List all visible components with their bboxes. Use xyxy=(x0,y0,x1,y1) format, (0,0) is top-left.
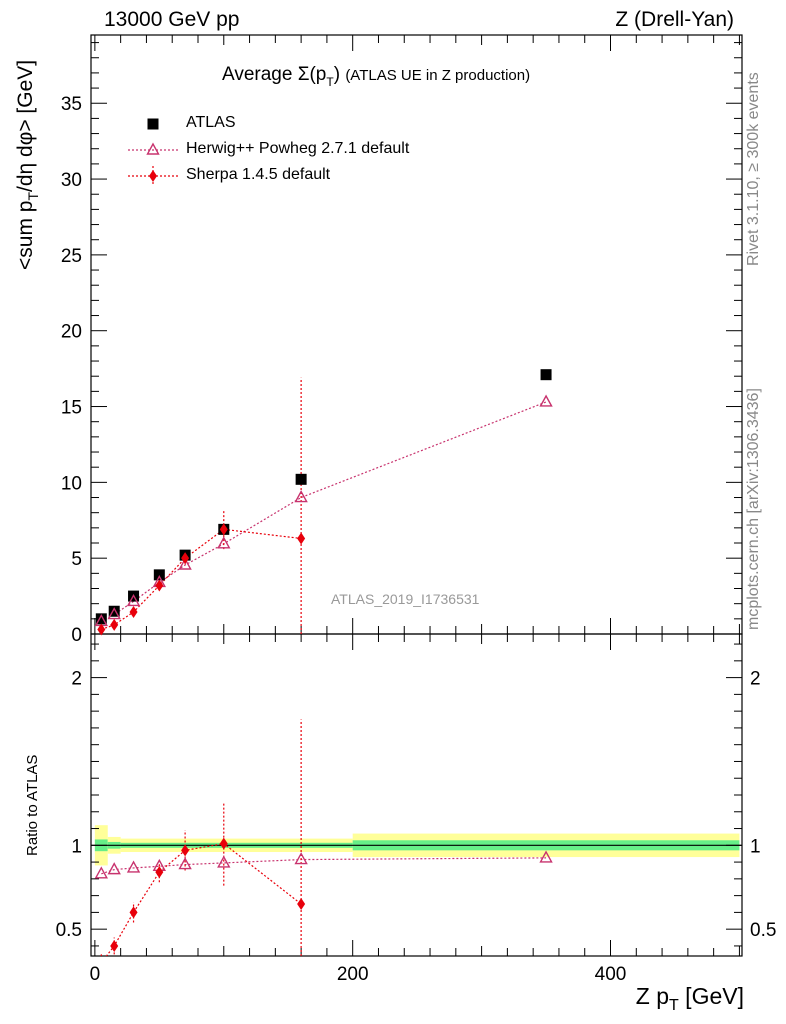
ratio-herwig-point xyxy=(178,857,192,870)
ratio-herwig-line xyxy=(101,857,547,875)
legend-atlas-label: ATLAS xyxy=(186,114,236,131)
x-tick-label: 200 xyxy=(337,964,369,985)
atlas-data-point xyxy=(108,605,120,617)
analysis-watermark: ATLAS_2019_I1736531 xyxy=(331,591,480,607)
herwig-point xyxy=(217,536,231,549)
ratio-y-tick-label-left: 2 xyxy=(71,669,82,690)
plot-title-suffix: (ATLAS UE in Z production) xyxy=(345,67,531,84)
sherpa-point xyxy=(181,552,190,565)
data-marks xyxy=(94,369,553,956)
herwig-point xyxy=(294,490,308,503)
ratio-sherpa-point xyxy=(297,898,306,911)
legend-markers xyxy=(128,118,178,186)
x-label-subscript: T xyxy=(669,997,679,1014)
header-right: Z (Drell-Yan) xyxy=(615,8,734,31)
y-tick-label: 25 xyxy=(61,246,82,267)
sherpa-point xyxy=(155,579,164,592)
y-tick-label: 20 xyxy=(61,322,82,343)
sherpa-point xyxy=(97,623,106,636)
sherpa-point xyxy=(129,606,138,619)
ratio-sherpa-point xyxy=(110,939,119,952)
legend-herwig-label: Herwig++ Powheg 2.7.1 default xyxy=(186,140,410,157)
y-tick-label: 35 xyxy=(61,94,82,115)
ratio-y-tick-label-left: 0.5 xyxy=(56,920,82,941)
y-tick-label: 0 xyxy=(71,625,82,646)
plot-title-sigma: Σ(p xyxy=(297,64,327,85)
herwig-point xyxy=(539,394,553,407)
x-axis-label: Z pT [GeV] xyxy=(635,983,744,1014)
ratio-sherpa-point xyxy=(181,844,190,857)
herwig-point xyxy=(107,607,121,620)
plot-title-prefix: Average xyxy=(222,64,293,85)
y-tick-label: 30 xyxy=(61,170,82,191)
ratio-herwig-point xyxy=(126,860,141,873)
ratio-sherpa-point xyxy=(155,866,164,879)
x-label-part-b: [GeV] xyxy=(678,983,744,1009)
x-label-part-a: Z p xyxy=(635,983,670,1009)
ratio-y-tick-label-left: 1 xyxy=(71,836,82,857)
x-tick-label: 400 xyxy=(595,964,627,985)
header-left: 13000 GeV pp xyxy=(104,8,240,31)
legend-sherpa-label: Sherpa 1.4.5 default xyxy=(186,166,331,183)
sherpa-point xyxy=(219,523,228,536)
ratio-herwig-point xyxy=(94,866,108,879)
x-tick-label: 0 xyxy=(90,964,101,985)
herwig-line xyxy=(101,401,547,622)
legend-sherpa-marker xyxy=(149,170,157,182)
ratio-y-tick-label-right: 0.5 xyxy=(750,920,776,941)
y-tick-label: 10 xyxy=(61,473,82,494)
ratio-herwig-point xyxy=(294,852,308,865)
atlas-data-point xyxy=(147,118,159,130)
ratio-sherpa-point xyxy=(129,906,138,919)
y-tick-label: 5 xyxy=(71,549,82,570)
ratio-sherpa-line xyxy=(105,842,302,956)
herwig-point xyxy=(178,557,192,570)
main-plot-frame xyxy=(90,34,743,635)
atlas-data-point xyxy=(295,473,307,485)
sherpa-point xyxy=(110,618,119,631)
ratio-sherpa-point xyxy=(219,837,228,850)
sherpa-point xyxy=(297,532,306,545)
legend-herwig-marker xyxy=(146,142,160,155)
ratio-herwig-point xyxy=(539,850,553,863)
atlas-data-point xyxy=(540,369,552,381)
ratio-herwig-point xyxy=(217,855,231,868)
atlas-data-point xyxy=(153,569,165,581)
atlas-data-point xyxy=(95,613,107,625)
y-tick-label: 15 xyxy=(61,398,82,419)
plot-title-close: ) xyxy=(333,64,341,85)
plot-title-sub: T xyxy=(326,75,334,89)
plot-title: Average Σ(pT) (ATLAS UE in Z production) xyxy=(222,64,531,89)
ratio-y-tick-label-right: 2 xyxy=(750,669,761,690)
herwig-point xyxy=(126,593,141,607)
ratio-herwig-point xyxy=(107,862,121,875)
ratio-plot-frame xyxy=(90,633,743,957)
ratio-y-tick-label-right: 1 xyxy=(750,836,761,857)
